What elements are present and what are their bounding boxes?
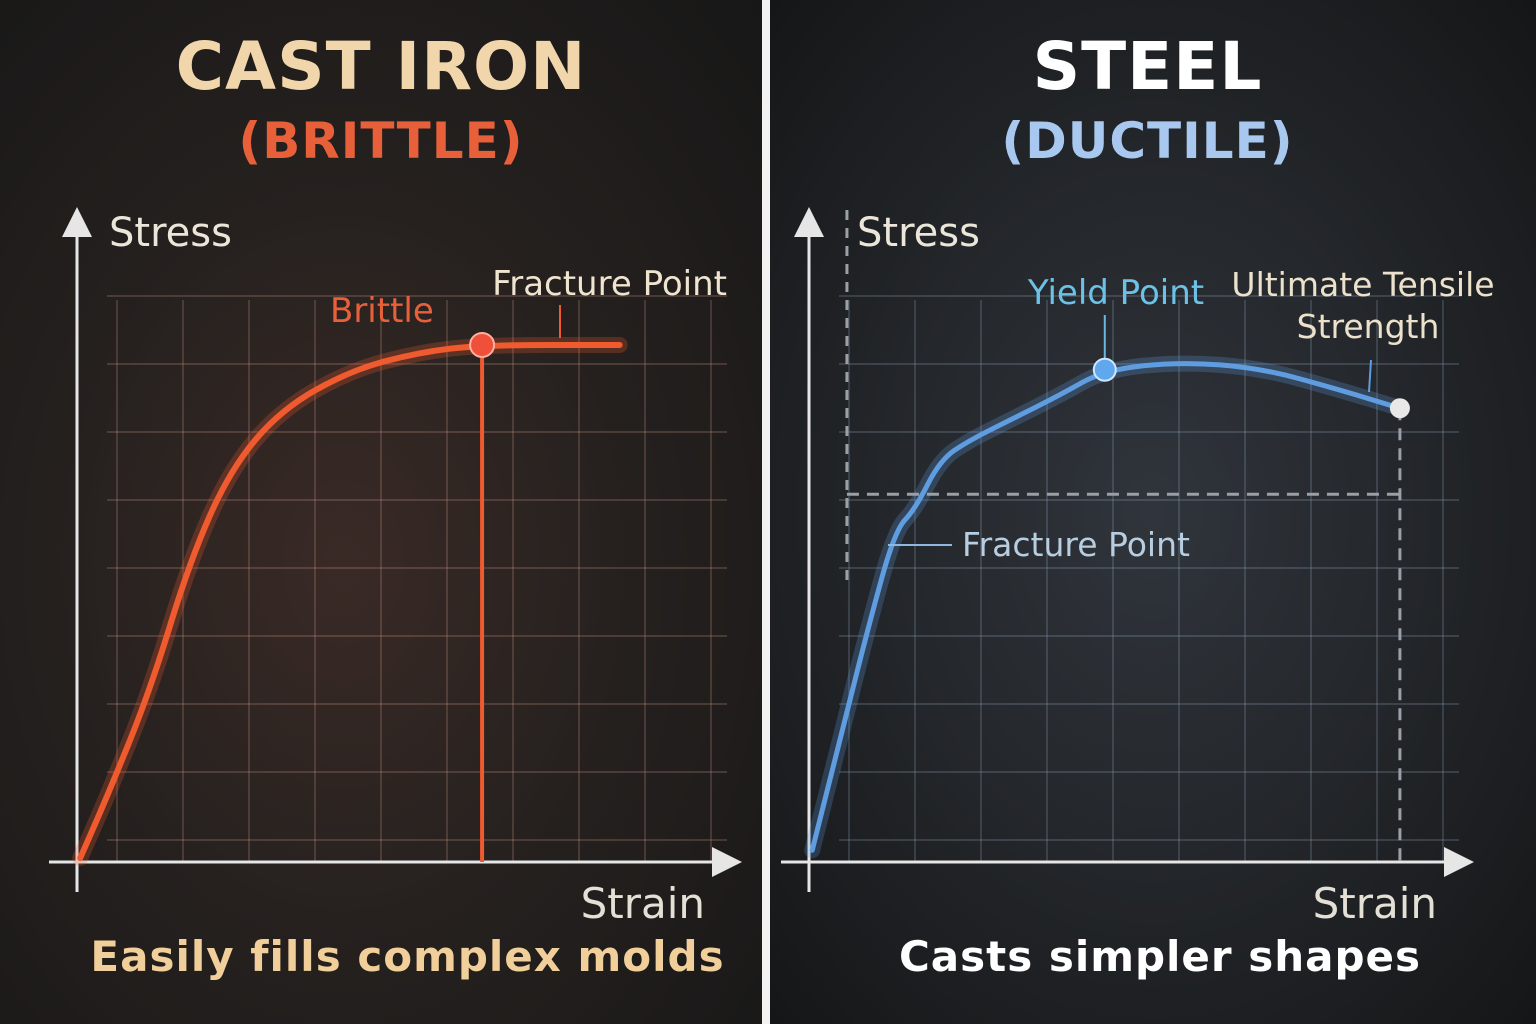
panel-divider bbox=[762, 0, 770, 1024]
brittle-label: Brittle bbox=[330, 291, 434, 331]
stress-strain-curve bbox=[77, 341, 623, 862]
y-axis-label: Stress bbox=[857, 210, 980, 256]
yield-point-marker bbox=[1092, 357, 1117, 382]
cast-iron-panel: CAST IRON (BRITTLE) Easily fills complex… bbox=[0, 0, 762, 1024]
steel-caption: Casts simpler shapes bbox=[898, 932, 1422, 981]
curve-glow bbox=[804, 355, 1408, 859]
x-axis-label: Strain bbox=[1313, 879, 1437, 928]
ductile-subtitle: (DUCTILE) bbox=[1001, 112, 1294, 170]
fracture-point-label: Fracture Point bbox=[962, 525, 1190, 564]
uts-point-marker bbox=[1389, 398, 1410, 419]
yield-point-label: Yield Point bbox=[1027, 273, 1204, 313]
steel-title: STEEL bbox=[1032, 28, 1263, 105]
uts-label-line2: Strength bbox=[1297, 307, 1440, 346]
y-axis-label: Stress bbox=[109, 210, 232, 256]
x-axis-label: Strain bbox=[581, 879, 705, 928]
fracture-point-label: Fracture Point bbox=[492, 264, 727, 304]
curve-glow bbox=[72, 336, 628, 867]
uts-label-line1: Ultimate Tensile bbox=[1231, 265, 1494, 304]
uts-leader-line bbox=[1368, 359, 1372, 393]
steel-panel: STEEL (DUCTILE) Casts simpler shapes bbox=[770, 0, 1536, 1024]
cast-iron-title: CAST IRON bbox=[175, 28, 587, 105]
stress-strain-curve bbox=[809, 361, 1403, 853]
brittle-subtitle: (BRITTLE) bbox=[238, 112, 524, 170]
fracture-point-marker bbox=[469, 331, 496, 358]
cast-iron-caption: Easily fills complex molds bbox=[90, 932, 725, 981]
